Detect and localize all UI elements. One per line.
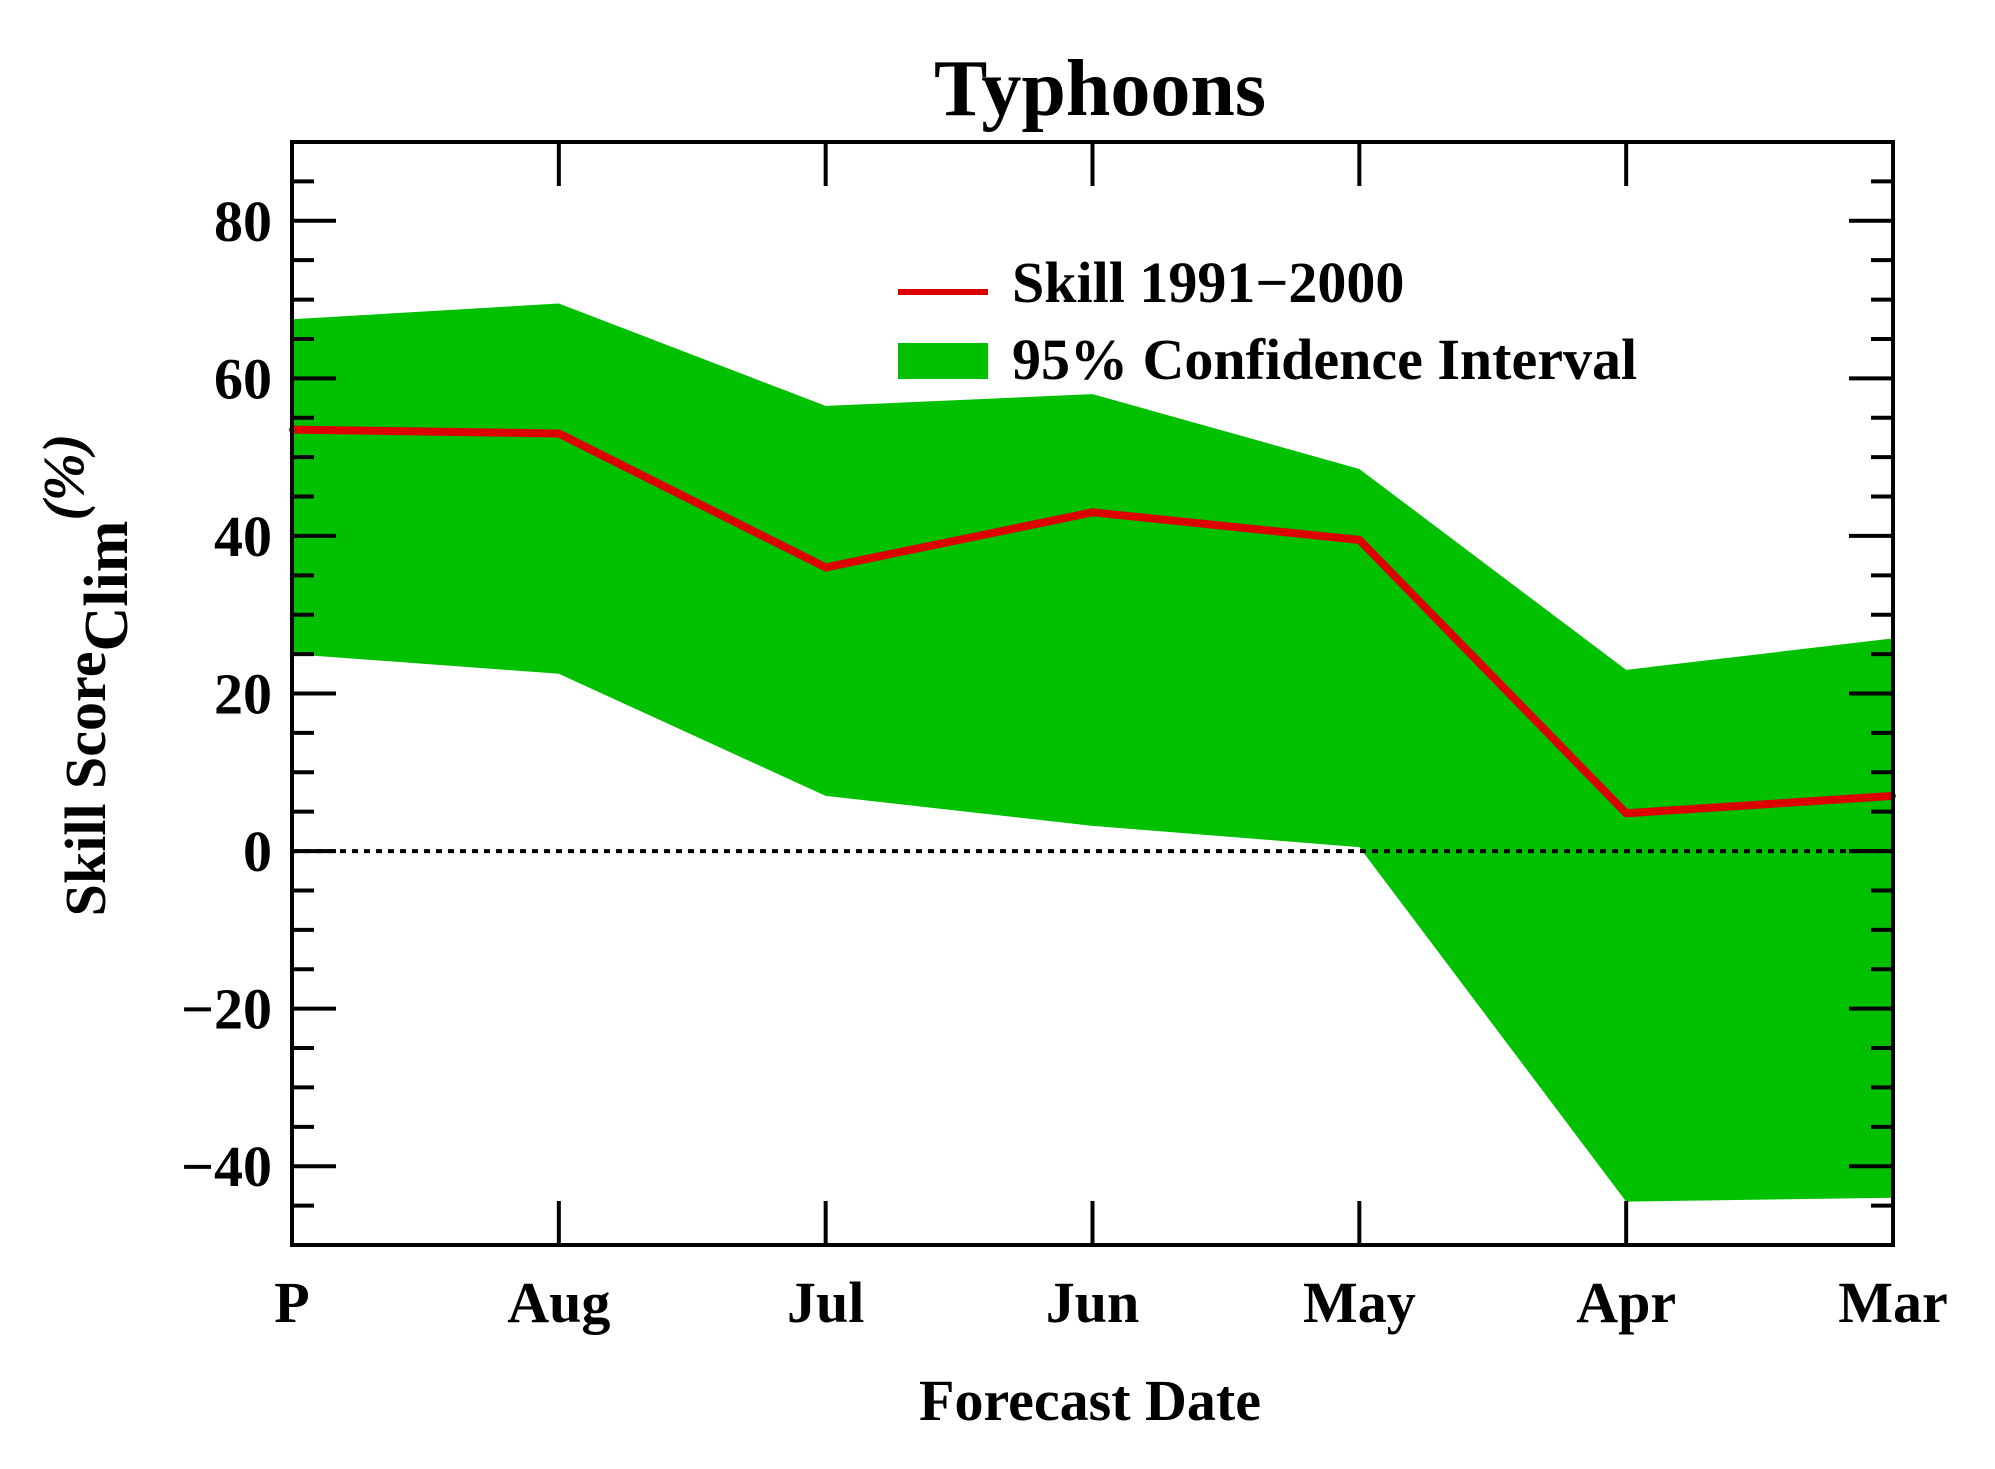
chart-title: Typhoons: [934, 45, 1266, 133]
y-tick-label: 80: [214, 189, 272, 254]
legend: Skill 1991−2000 95% Confidence Interval: [898, 250, 1637, 392]
x-tick-label: Mar: [1838, 1270, 1948, 1335]
skill-point-may: [1356, 536, 1363, 543]
x-tick-label: Aug: [507, 1270, 610, 1335]
y-tick-label: 60: [214, 346, 272, 411]
x-tick-label: Jun: [1046, 1270, 1140, 1335]
x-tick-label: Jul: [787, 1270, 864, 1335]
x-tick-label: Apr: [1576, 1270, 1676, 1335]
x-tick-label: P: [274, 1270, 309, 1335]
y-axis-title: Skill ScoreClim(%): [31, 434, 141, 917]
skill-point-aug: [555, 430, 562, 437]
y-tick-label: 20: [214, 662, 272, 727]
y-axis-title-unit: (%): [31, 434, 96, 521]
y-tick-label: −20: [181, 977, 272, 1042]
legend-label-skill: Skill 1991−2000: [1012, 250, 1404, 315]
y-axis-title-subscript: Clim: [73, 521, 141, 652]
y-tick-label: 40: [214, 504, 272, 569]
legend-label-confidence-interval: 95% Confidence Interval: [1012, 327, 1637, 392]
skill-point-jun: [1089, 509, 1096, 516]
x-tick-labels: P Aug Jul Jun May Apr Mar: [274, 1270, 1947, 1335]
legend-swatch-confidence-interval: [898, 343, 988, 379]
plot-area: P Aug Jul Jun May Apr Mar −40 −20 0 20 40 60 80: [181, 140, 1948, 1335]
skill-point-apr: [1623, 810, 1630, 817]
y-tick-labels: −40 −20 0 20 40 60 80: [181, 189, 272, 1199]
skill-point-jul: [822, 564, 829, 571]
x-tick-label: May: [1303, 1270, 1416, 1335]
axis-ticks: [290, 140, 1895, 1245]
confidence-interval-band: [292, 303, 1893, 1202]
y-tick-label: 0: [243, 819, 272, 884]
x-axis-title: Forecast Date: [919, 1368, 1261, 1433]
y-axis-title-main: Skill Score: [53, 652, 118, 917]
y-tick-label: −40: [181, 1134, 272, 1199]
